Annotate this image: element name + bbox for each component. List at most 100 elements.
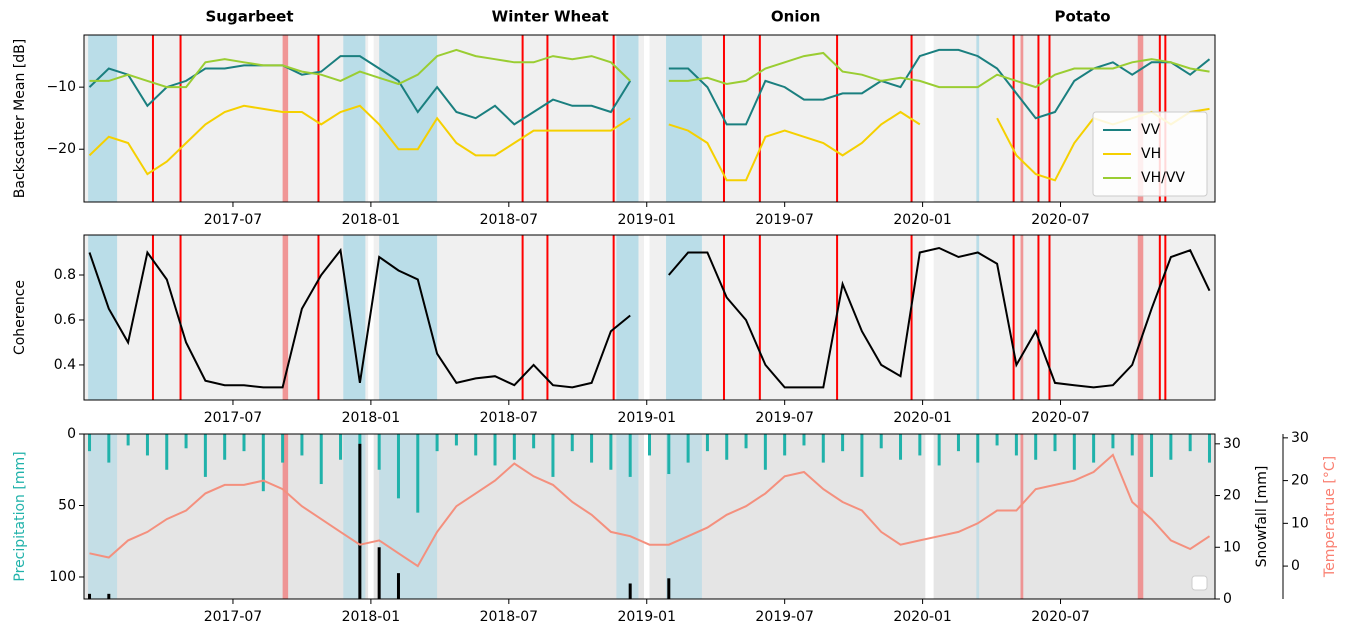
precipitation-bar [628, 434, 632, 477]
y-tick-label: 0.6 [54, 312, 76, 328]
x-tick-label: 2020-07 [1031, 410, 1090, 426]
precipitation-bar [223, 434, 227, 460]
precipitation-bar [802, 434, 806, 446]
y2-tick-label: 10 [1223, 539, 1241, 555]
precipitation-bar [88, 434, 92, 452]
crop-label: Potato [1055, 8, 1111, 26]
precipitation-bar [551, 434, 555, 477]
gap-span [643, 35, 650, 202]
highlight-span [666, 434, 702, 599]
gap-span [925, 35, 934, 202]
legend-label: VH [1141, 146, 1161, 162]
empty-legend [1191, 575, 1208, 591]
faded-event [1137, 235, 1144, 400]
x-tick-label: 2019-01 [617, 609, 676, 625]
faded-event [1020, 235, 1024, 400]
faded-event [1137, 434, 1144, 599]
precipitation-bar [976, 434, 980, 463]
y3-tick-label: 20 [1291, 473, 1309, 489]
precipitation-bar [396, 434, 400, 499]
plot-frame [83, 34, 1216, 203]
y-tick-label: 100 [49, 569, 76, 585]
crop-label: Onion [771, 8, 821, 26]
x-tick-label: 2018-01 [342, 212, 401, 228]
y3-tick-label: 0 [1291, 558, 1300, 574]
data-line [89, 453, 1211, 568]
y3-axis-label: Temperatrue [°C] [1322, 456, 1338, 578]
x-tick-label: 2020-01 [893, 609, 952, 625]
y-tick-label: −10 [46, 79, 76, 95]
crop-label: Sugarbeet [206, 8, 294, 26]
precipitation-bar [1034, 434, 1038, 460]
precipitation-bar [339, 434, 343, 460]
precipitation-bar [1130, 434, 1134, 456]
x-tick-label: 2020-07 [1031, 609, 1090, 625]
x-tick-label: 2017-07 [204, 609, 263, 625]
precipitation-bar [937, 434, 941, 466]
precipitation-bar [667, 434, 671, 475]
highlight-span [666, 35, 702, 202]
precipitation-bar [783, 434, 787, 456]
precipitation-bar [899, 434, 903, 460]
y2-tick-label: 30 [1223, 436, 1241, 452]
highlight-span [343, 235, 366, 400]
precipitation-bar [1014, 434, 1018, 456]
precipitation-bar [1188, 434, 1192, 452]
gap-span [643, 235, 650, 400]
highlight-span [343, 434, 366, 599]
precipitation-bar [744, 434, 748, 449]
precipitation-bar [474, 434, 478, 456]
x-tick-label: 2018-01 [342, 410, 401, 426]
highlight-span [976, 434, 980, 599]
precipitation-bar [956, 434, 960, 452]
precipitation-bar [918, 434, 922, 456]
precipitation-bar [512, 434, 516, 460]
precipitation-bar [107, 434, 111, 463]
snowfall-bar [628, 583, 632, 599]
gap-span [368, 35, 374, 202]
precipitation-bar [763, 434, 767, 470]
highlight-span [88, 35, 118, 202]
snowfall-bar [667, 578, 671, 599]
precipitation-bar [493, 434, 497, 466]
faded-event [1020, 35, 1024, 202]
precipitation-bar [435, 434, 439, 452]
highlight-span [379, 434, 438, 599]
highlight-span [666, 235, 702, 400]
legend-label: VV [1141, 122, 1161, 138]
x-tick-label: 2020-07 [1031, 212, 1090, 228]
precipitation-bar [609, 434, 613, 470]
y2-tick-label: 0 [1223, 591, 1232, 607]
precipitation-bar [203, 434, 207, 477]
plot-frame [83, 234, 1216, 401]
x-tick-label: 2018-01 [342, 609, 401, 625]
precipitation-bar [648, 434, 651, 456]
x-tick-label: 2019-07 [755, 410, 814, 426]
crop-label: Winter Wheat [492, 8, 609, 26]
y-tick-label: 0.4 [54, 357, 76, 373]
precipitation-bar [570, 434, 574, 452]
precipitation-bar [145, 434, 149, 456]
precipitation-bar [300, 434, 304, 456]
precipitation-bar [860, 434, 864, 477]
highlight-span [88, 434, 118, 599]
precipitation-bar [841, 434, 845, 452]
faded-event [1020, 434, 1024, 599]
x-tick-label: 2020-01 [893, 410, 952, 426]
x-tick-label: 2020-01 [893, 212, 952, 228]
precipitation-bar [416, 434, 420, 513]
faded-event [282, 235, 289, 400]
precipitation-bar [705, 434, 709, 452]
y-axis-label: Precipitation [mm] [12, 451, 28, 581]
precipitation-bar [261, 434, 265, 492]
y-tick-label: 0 [67, 426, 76, 442]
y3-tick-label: 10 [1291, 515, 1309, 531]
legend-label: VH/VV [1141, 170, 1185, 186]
x-tick-label: 2018-07 [480, 410, 539, 426]
snowfall-bar [358, 443, 362, 599]
highlight-span [379, 35, 438, 202]
precipitation-bar [821, 434, 825, 463]
x-tick-label: 2017-07 [204, 212, 263, 228]
precipitation-bar [532, 434, 536, 449]
